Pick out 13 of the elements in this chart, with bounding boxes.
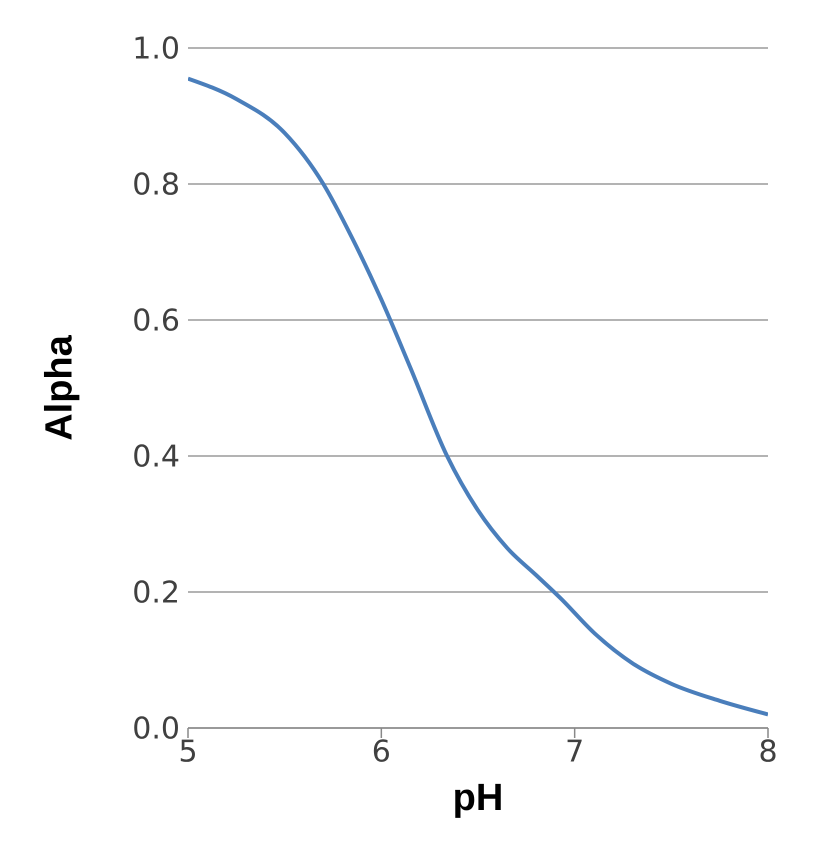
y-tick-label: 1.0 [132,32,180,67]
y-axis-title: Alpha [38,334,80,441]
y-tick-label: 0.8 [132,168,180,203]
x-tick-label: 6 [372,734,391,770]
y-tick-label: 0.0 [132,712,180,747]
x-axis-title: pH [452,777,504,819]
x-tick-label: 7 [565,734,584,770]
y-tick-label: 0.2 [132,576,180,611]
x-tick-label: 8 [758,734,778,770]
y-tick-label: 0.6 [132,304,180,339]
y-tick-label: 0.4 [132,440,180,475]
line-series [188,76,768,716]
x-tick-label: 5 [178,734,198,770]
